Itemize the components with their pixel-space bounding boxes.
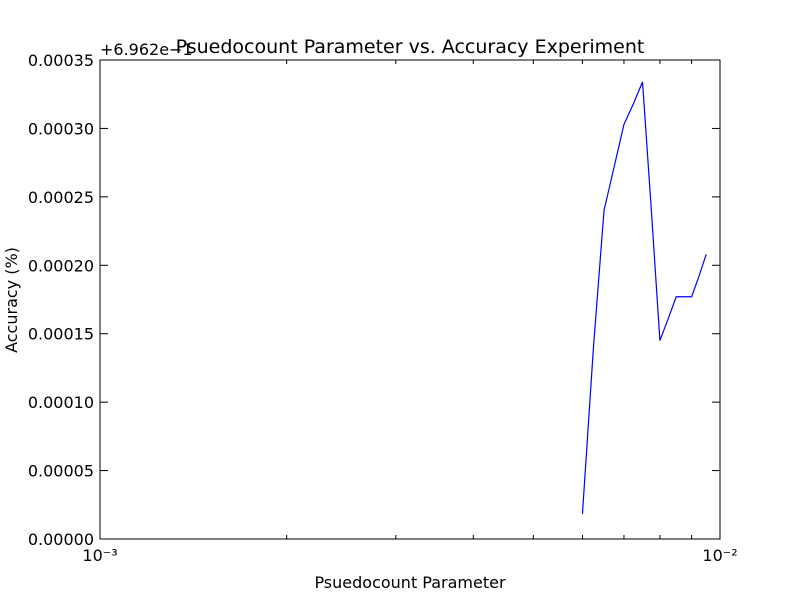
x-axis-label: Psuedocount Parameter xyxy=(314,573,506,592)
y-tick-label: 0.00010 xyxy=(28,393,94,412)
y-tick-label: 0.00005 xyxy=(28,462,94,481)
y-offset-label: +6.962e−1 xyxy=(100,40,193,59)
data-line xyxy=(581,81,707,514)
y-tick-label: 0.00030 xyxy=(28,119,94,138)
y-axis-label: Accuracy (%) xyxy=(2,247,21,353)
y-tick-label: 0.00025 xyxy=(28,188,94,207)
x-tick-label: 10⁻³ xyxy=(82,546,117,565)
y-tick-label: 0.00015 xyxy=(28,325,94,344)
y-tick-label: 0.00020 xyxy=(28,256,94,275)
chart-title: Psuedocount Parameter vs. Accuracy Exper… xyxy=(176,36,645,58)
y-tick-label: 0.00000 xyxy=(28,530,94,549)
y-tick-label: 0.00035 xyxy=(28,51,94,70)
x-tick-label: 10⁻² xyxy=(702,546,737,565)
plot-frame xyxy=(99,59,721,540)
